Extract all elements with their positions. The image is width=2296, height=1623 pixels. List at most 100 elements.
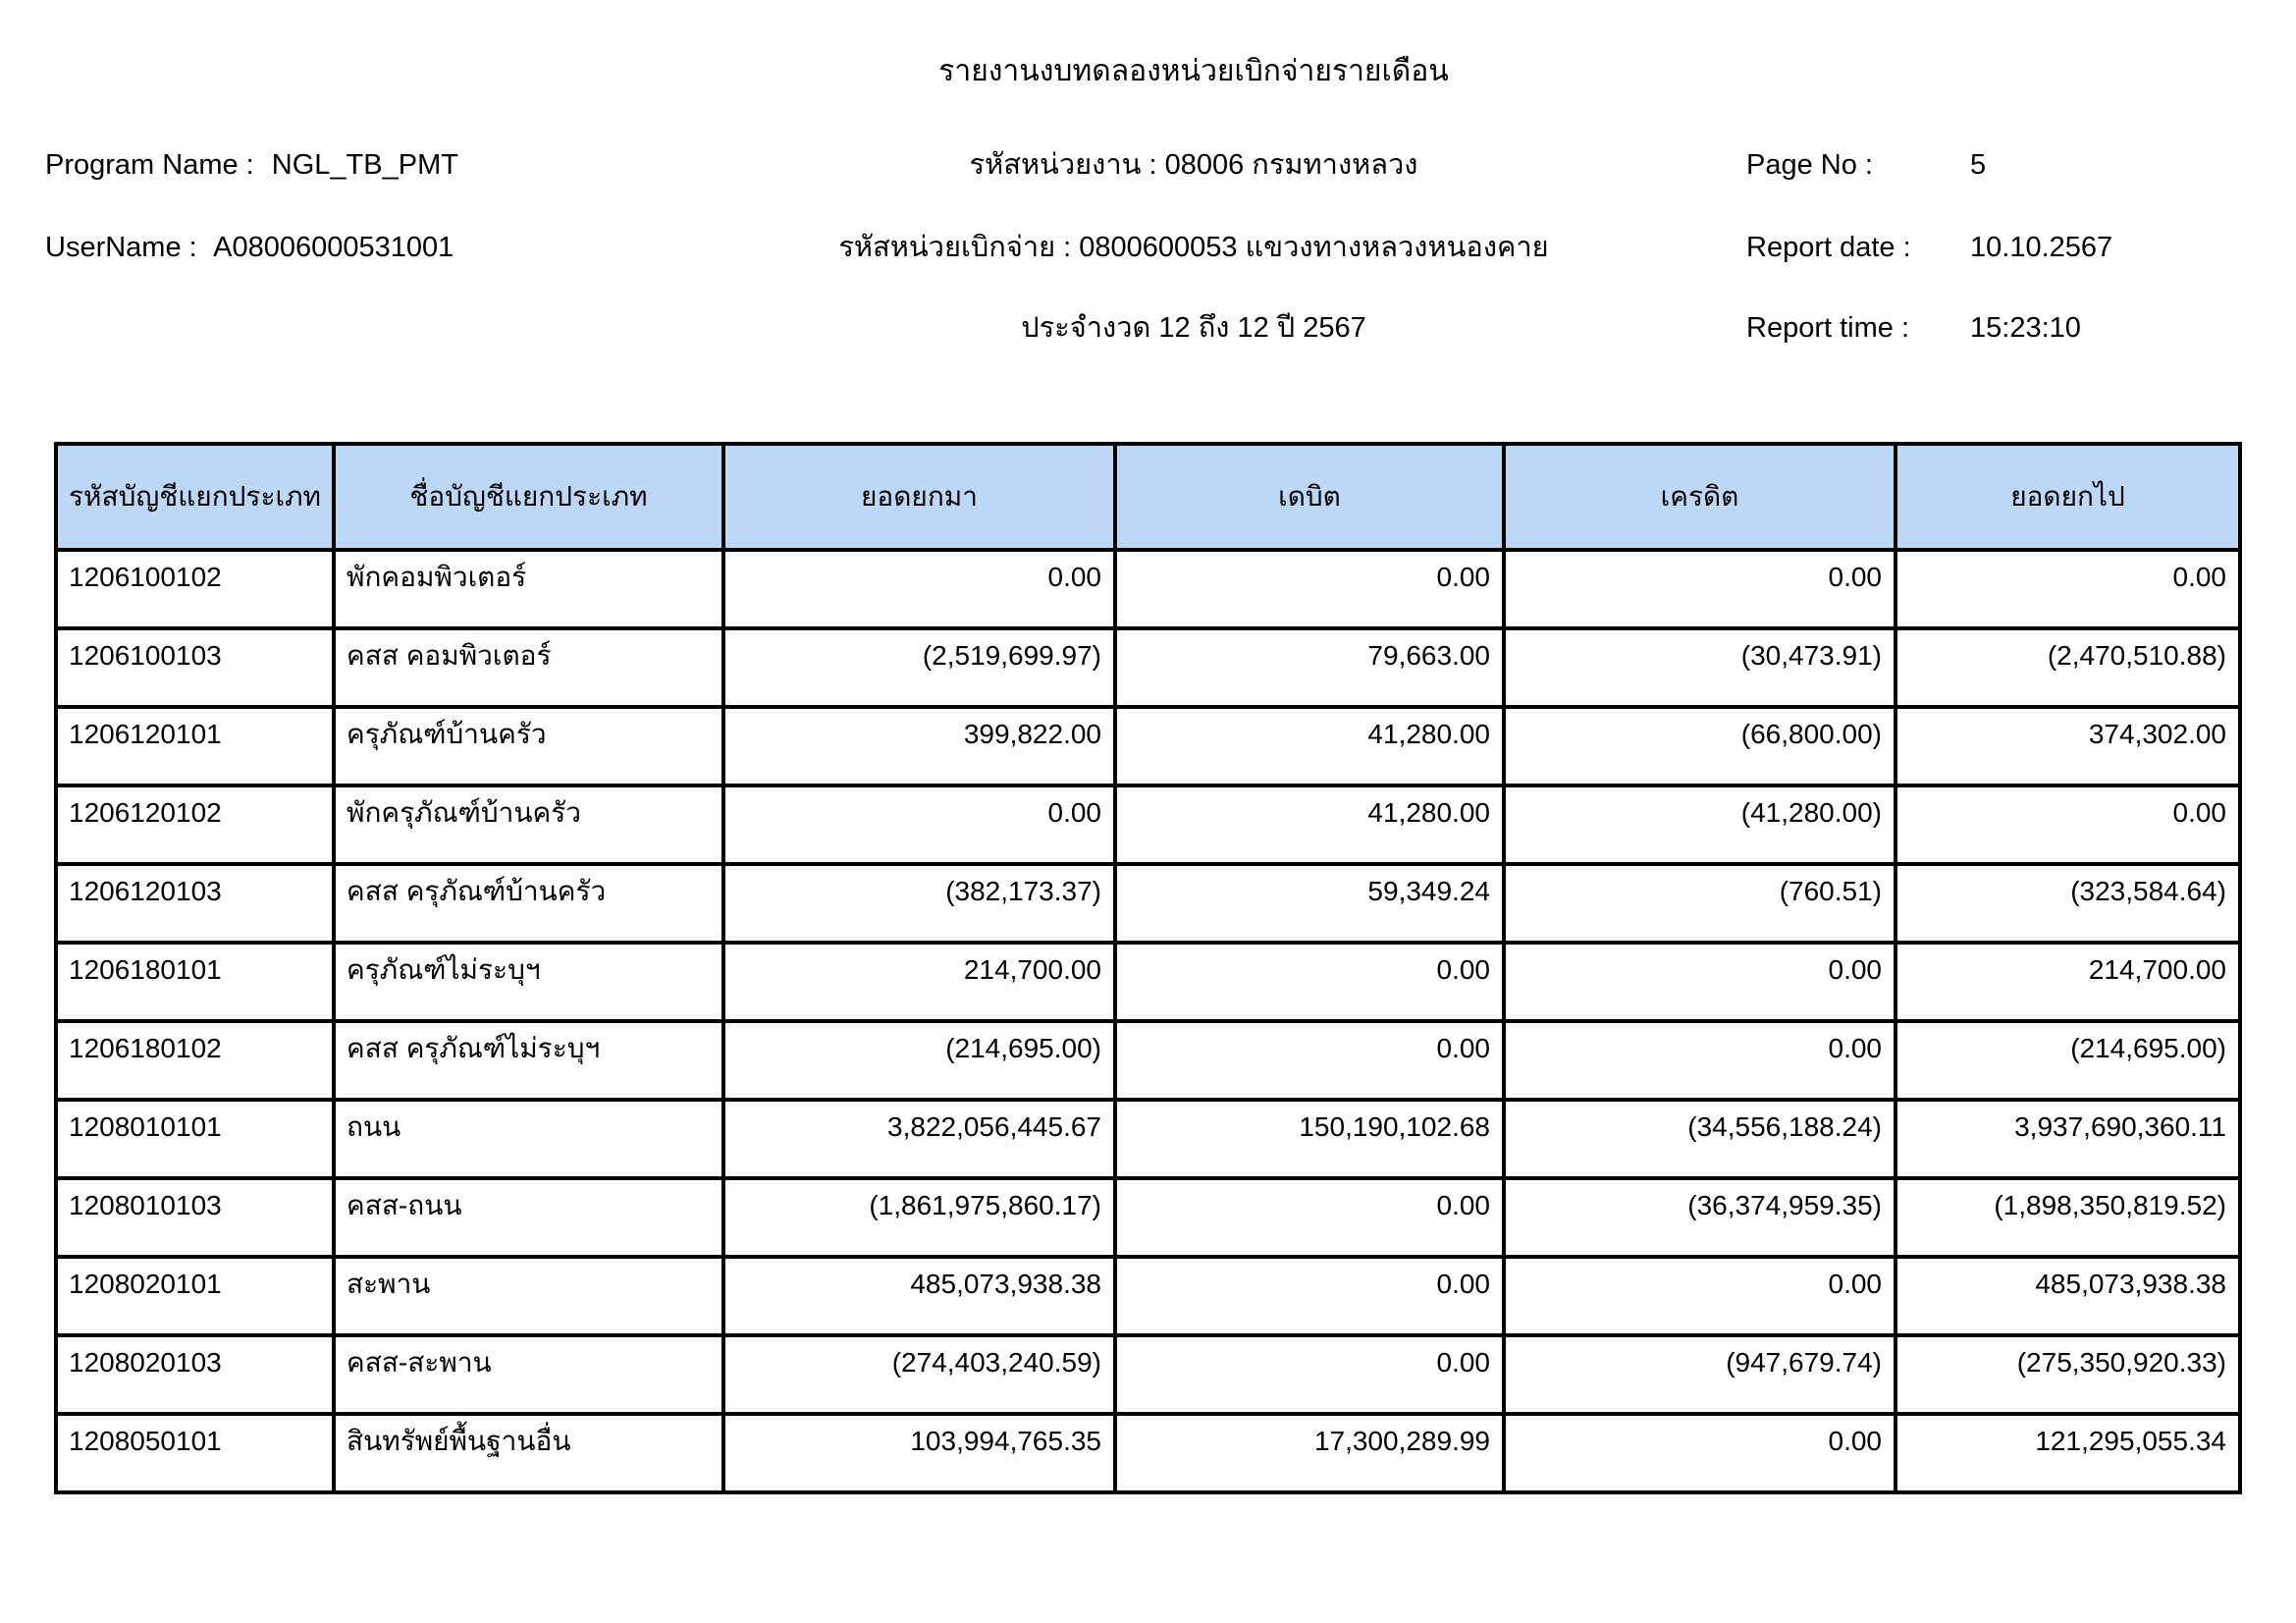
cell-account-code: 1206120101 xyxy=(54,705,336,787)
cell-account-name: พักครุภัณฑ์บ้านครัว xyxy=(332,784,725,866)
col-header-brought-forward: ยอดยกมา xyxy=(721,442,1117,552)
cell-carried-forward: 0.00 xyxy=(1894,784,2242,866)
cell-account-code: 1206180102 xyxy=(54,1019,336,1102)
cell-credit: (66,800.00) xyxy=(1502,705,1897,787)
table-row: 1206120103 คสส ครุภัณฑ์บ้านครัว (382,173.3… xyxy=(54,862,2242,945)
cell-account-code: 1206100103 xyxy=(54,626,336,709)
col-header-debit: เดบิต xyxy=(1113,442,1506,552)
report-time-value: 15:23:10 xyxy=(1970,312,2081,344)
cell-credit: (41,280.00) xyxy=(1502,784,1897,866)
cell-brought-forward: 0.00 xyxy=(721,548,1117,630)
cell-credit: (36,374,959.35) xyxy=(1502,1176,1897,1259)
table-row: 1208020101 สะพาน 485,073,938.38 0.00 0.00 485… xyxy=(54,1255,2242,1337)
cell-brought-forward: 103,994,765.35 xyxy=(721,1412,1117,1494)
table-row: 1206120101 ครุภัณฑ์บ้านครัว 399,822.00 41,2… xyxy=(54,705,2242,787)
page-no-label: Page No : xyxy=(1746,149,1873,181)
trial-balance-table: รหัสบัญชีแยกประเภท ชื่อบัญชีแยกประเภท ยอ… xyxy=(54,442,2242,1494)
cell-account-name: คสส-ถนน xyxy=(332,1176,725,1259)
cell-debit: 59,349.24 xyxy=(1113,862,1506,945)
cell-account-name: พักคอมพิวเตอร์ xyxy=(332,548,725,630)
cell-account-name: คสส คอมพิวเตอร์ xyxy=(332,626,725,709)
table-row: 1208010101 ถนน 3,822,056,445.67 150,190,102… xyxy=(54,1098,2242,1180)
cell-brought-forward: 214,700.00 xyxy=(721,941,1117,1023)
col-header-account-code: รหัสบัญชีแยกประเภท xyxy=(54,442,336,552)
cell-brought-forward: 0.00 xyxy=(721,784,1117,866)
cell-debit: 41,280.00 xyxy=(1113,784,1506,866)
report-date-label: Report date : xyxy=(1746,232,1911,263)
cell-account-code: 1206120102 xyxy=(54,784,336,866)
cell-carried-forward: 121,295,055.34 xyxy=(1894,1412,2242,1494)
cell-account-name: สะพาน xyxy=(332,1255,725,1337)
cell-account-name: ถนน xyxy=(332,1098,725,1180)
cell-account-code: 1208020101 xyxy=(54,1255,336,1337)
cell-brought-forward: 3,822,056,445.67 xyxy=(721,1098,1117,1180)
cell-account-name: สินทรัพย์พื้นฐานอื่น xyxy=(332,1412,725,1494)
cell-account-name: คสส-สะพาน xyxy=(332,1333,725,1416)
cell-debit: 0.00 xyxy=(1113,941,1506,1023)
table-row: 1206180102 คสส ครุภัณฑ์ไม่ระบุฯ (214,695.0… xyxy=(54,1019,2242,1102)
table-row: 1208010103 คสส-ถนน (1,861,975,860.17) 0.00(… xyxy=(54,1176,2242,1259)
period-line: ประจำงวด 12 ถึง 12 ปี 2567 xyxy=(1021,312,1366,344)
cell-credit: 0.00 xyxy=(1502,1019,1897,1102)
cell-credit: 0.00 xyxy=(1502,941,1897,1023)
table-row: 1206180101 ครุภัณฑ์ไม่ระบุฯ 214,700.00 0.00… xyxy=(54,941,2242,1023)
col-header-account-name: ชื่อบัญชีแยกประเภท xyxy=(332,442,725,552)
program-name-label: Program Name : xyxy=(45,149,254,181)
cell-debit: 0.00 xyxy=(1113,1255,1506,1337)
cell-account-code: 1206100102 xyxy=(54,548,336,630)
cell-carried-forward: 374,302.00 xyxy=(1894,705,2242,787)
cell-credit: 0.00 xyxy=(1502,548,1897,630)
cell-credit: 0.00 xyxy=(1502,1255,1897,1337)
cell-brought-forward: 485,073,938.38 xyxy=(721,1255,1117,1337)
cell-account-name: ครุภัณฑ์บ้านครัว xyxy=(332,705,725,787)
cell-debit: 0.00 xyxy=(1113,1333,1506,1416)
cell-brought-forward: (1,861,975,860.17) xyxy=(721,1176,1117,1259)
table-row: 1208020103 คสส-สะพาน (274,403,240.59) 0.00(… xyxy=(54,1333,2242,1416)
cell-credit: (947,679.74) xyxy=(1502,1333,1897,1416)
table-row: 1206100102 พักคอมพิวเตอร์ 0.00 0.00 0.00 0.00 xyxy=(54,548,2242,630)
cell-credit: 0.00 xyxy=(1502,1412,1897,1494)
cell-credit: (30,473.91) xyxy=(1502,626,1897,709)
table-body: 1206100102 พักคอมพิวเตอร์ 0.00 0.00 0.00 0.00… xyxy=(54,548,2242,1494)
cell-carried-forward: (1,898,350,819.52) xyxy=(1894,1176,2242,1259)
table-row: 1206100103 คสส คอมพิวเตอร์ (2,519,699.97) 7… xyxy=(54,626,2242,709)
program-name-value: NGL_TB_PMT xyxy=(271,149,458,181)
cell-credit: (34,556,188.24) xyxy=(1502,1098,1897,1180)
cell-carried-forward: 485,073,938.38 xyxy=(1894,1255,2242,1337)
cell-credit: (760.51) xyxy=(1502,862,1897,945)
cell-brought-forward: 399,822.00 xyxy=(721,705,1117,787)
cell-debit: 0.00 xyxy=(1113,548,1506,630)
cell-account-code: 1206120103 xyxy=(54,862,336,945)
report-date-value: 10.10.2567 xyxy=(1970,232,2113,263)
cell-debit: 0.00 xyxy=(1113,1176,1506,1259)
cell-account-name: คสส ครุภัณฑ์บ้านครัว xyxy=(332,862,725,945)
cell-brought-forward: (2,519,699.97) xyxy=(721,626,1117,709)
cell-carried-forward: (2,470,510.88) xyxy=(1894,626,2242,709)
cell-carried-forward: 3,937,690,360.11 xyxy=(1894,1098,2242,1180)
agency-code-line: รหัสหน่วยงาน : 08006 กรมทางหลวง xyxy=(969,149,1418,181)
col-header-carried-forward: ยอดยกไป xyxy=(1894,442,2242,552)
table-row: 1206120102 พักครุภัณฑ์บ้านครัว 0.00 41,280.… xyxy=(54,784,2242,866)
cell-account-name: ครุภัณฑ์ไม่ระบุฯ xyxy=(332,941,725,1023)
cell-account-code: 1208010103 xyxy=(54,1176,336,1259)
cell-debit: 17,300,289.99 xyxy=(1113,1412,1506,1494)
cell-brought-forward: (382,173.37) xyxy=(721,862,1117,945)
cell-carried-forward: 0.00 xyxy=(1894,548,2242,630)
table-row: 1208050101 สินทรัพย์พื้นฐานอื่น 103,994,76… xyxy=(54,1412,2242,1494)
cell-account-code: 1208050101 xyxy=(54,1412,336,1494)
cell-account-code: 1206180101 xyxy=(54,941,336,1023)
program-name-line: Program Name : NGL_TB_PMT xyxy=(45,147,458,183)
cell-debit: 79,663.00 xyxy=(1113,626,1506,709)
report-title: รายงานงบทดลองหน่วยเบิกจ่ายรายเดือน xyxy=(938,55,1449,87)
col-header-credit: เครดิต xyxy=(1502,442,1897,552)
cell-carried-forward: 214,700.00 xyxy=(1894,941,2242,1023)
cell-account-name: คสส ครุภัณฑ์ไม่ระบุฯ xyxy=(332,1019,725,1102)
cell-carried-forward: (214,695.00) xyxy=(1894,1019,2242,1102)
cell-brought-forward: (274,403,240.59) xyxy=(721,1333,1117,1416)
cell-account-code: 1208010101 xyxy=(54,1098,336,1180)
table-header-row: รหัสบัญชีแยกประเภท ชื่อบัญชีแยกประเภท ยอ… xyxy=(54,442,2242,552)
cell-brought-forward: (214,695.00) xyxy=(721,1019,1117,1102)
cell-debit: 41,280.00 xyxy=(1113,705,1506,787)
cell-debit: 0.00 xyxy=(1113,1019,1506,1102)
